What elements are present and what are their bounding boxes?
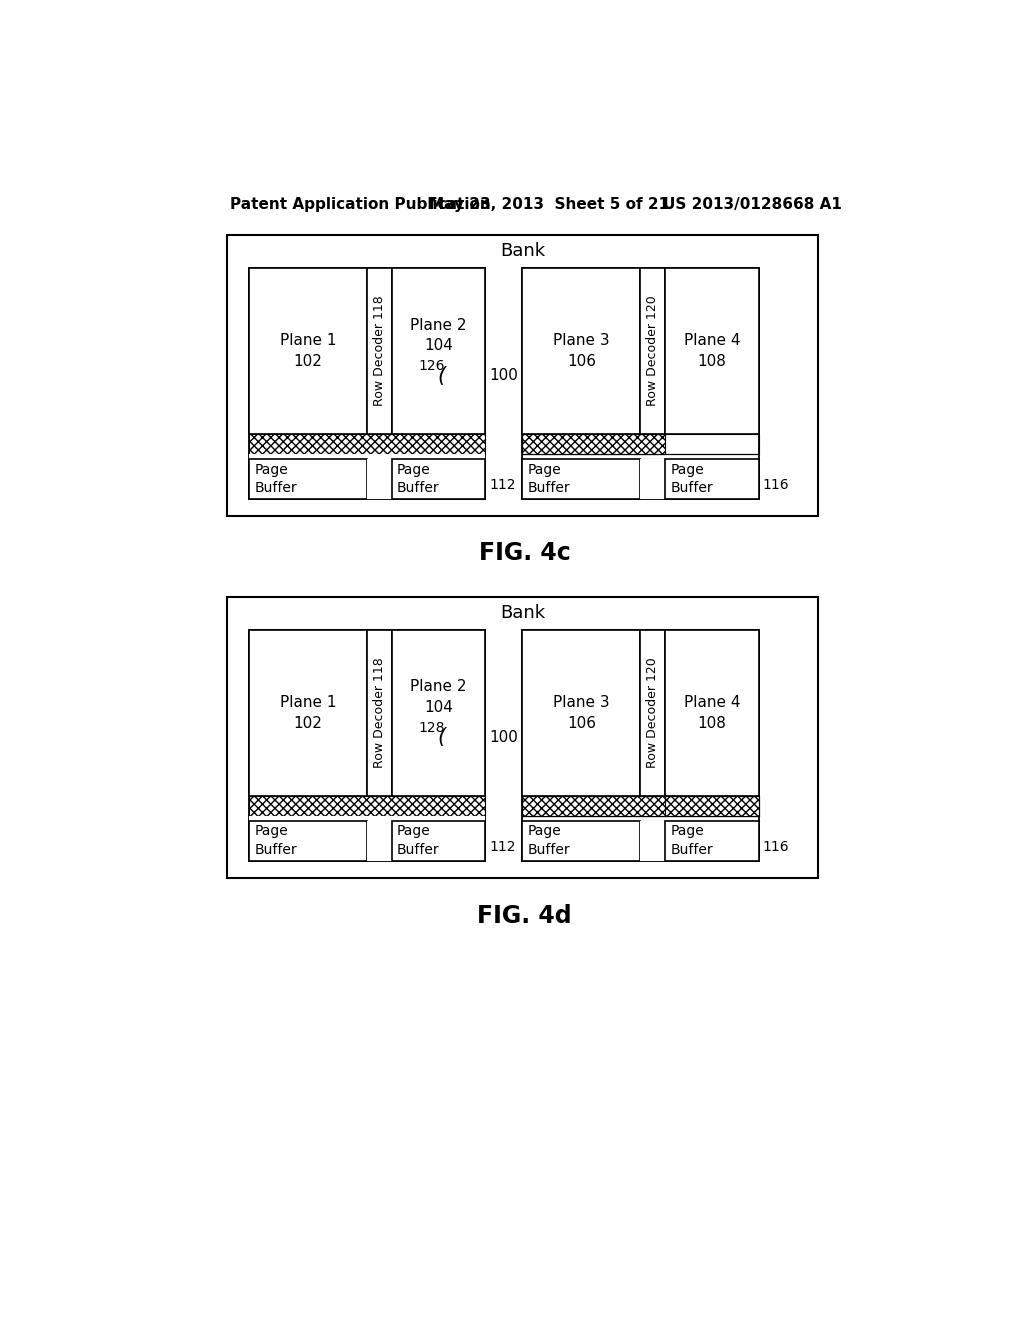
- Text: 112: 112: [489, 478, 516, 492]
- Text: 116: 116: [763, 840, 790, 854]
- Text: Plane 2
104: Plane 2 104: [411, 680, 467, 715]
- Bar: [522, 434, 759, 454]
- Bar: [367, 821, 391, 861]
- Text: Page
Buffer: Page Buffer: [397, 825, 439, 857]
- Bar: [227, 235, 818, 516]
- Bar: [522, 459, 640, 499]
- Text: Patent Application Publication: Patent Application Publication: [230, 197, 492, 213]
- Text: Row Decoder 118: Row Decoder 118: [373, 296, 386, 407]
- Text: 116: 116: [763, 478, 790, 492]
- Bar: [249, 434, 485, 454]
- Bar: [249, 454, 485, 459]
- Text: Row Decoder 118: Row Decoder 118: [373, 657, 386, 768]
- Bar: [367, 268, 391, 434]
- Bar: [391, 821, 485, 861]
- Bar: [640, 821, 665, 861]
- Bar: [665, 268, 759, 434]
- Text: Page
Buffer: Page Buffer: [397, 462, 439, 495]
- Text: Bank: Bank: [500, 603, 545, 622]
- Bar: [249, 630, 367, 796]
- Text: 126: 126: [419, 359, 445, 374]
- Text: Plane 2
104: Plane 2 104: [411, 318, 467, 354]
- Text: May 23, 2013  Sheet 5 of 21: May 23, 2013 Sheet 5 of 21: [429, 197, 669, 213]
- Bar: [249, 268, 367, 434]
- Bar: [640, 630, 665, 796]
- Bar: [522, 268, 640, 434]
- Bar: [522, 630, 759, 861]
- Text: FIG. 4d: FIG. 4d: [477, 904, 572, 928]
- Bar: [522, 796, 759, 816]
- Text: (: (: [437, 366, 445, 385]
- Bar: [391, 268, 485, 434]
- Text: Page
Buffer: Page Buffer: [528, 825, 570, 857]
- Bar: [665, 796, 759, 816]
- Bar: [249, 630, 485, 861]
- Text: FIG. 4c: FIG. 4c: [479, 541, 570, 565]
- Text: Page
Buffer: Page Buffer: [254, 462, 297, 495]
- Bar: [249, 268, 485, 499]
- Text: Plane 4
108: Plane 4 108: [684, 694, 740, 731]
- Text: Bank: Bank: [500, 242, 545, 260]
- Text: 128: 128: [419, 721, 445, 735]
- Bar: [249, 816, 485, 821]
- Bar: [367, 630, 391, 796]
- Text: Row Decoder 120: Row Decoder 120: [646, 657, 659, 768]
- Bar: [522, 630, 640, 796]
- Text: 110: 110: [371, 478, 397, 492]
- Text: (: (: [437, 727, 445, 747]
- Bar: [522, 268, 759, 499]
- Text: 110: 110: [371, 840, 397, 854]
- Text: Page
Buffer: Page Buffer: [671, 462, 713, 495]
- Text: Plane 1
102: Plane 1 102: [280, 333, 336, 368]
- Bar: [665, 821, 759, 861]
- Bar: [665, 630, 759, 796]
- Bar: [640, 268, 665, 434]
- Text: 114: 114: [644, 840, 671, 854]
- Text: Plane 3
106: Plane 3 106: [553, 694, 609, 731]
- Text: 100: 100: [489, 730, 518, 746]
- Bar: [249, 796, 485, 816]
- Bar: [522, 434, 665, 454]
- Bar: [522, 796, 665, 816]
- Text: Page
Buffer: Page Buffer: [254, 825, 297, 857]
- Bar: [227, 597, 818, 878]
- Bar: [640, 459, 665, 499]
- Text: Plane 4
108: Plane 4 108: [684, 333, 740, 368]
- Text: 100: 100: [489, 368, 518, 383]
- Text: 114: 114: [644, 478, 671, 492]
- Text: 112: 112: [489, 840, 516, 854]
- Text: Page
Buffer: Page Buffer: [528, 462, 570, 495]
- Text: Page
Buffer: Page Buffer: [671, 825, 713, 857]
- Bar: [367, 459, 391, 499]
- Text: Plane 1
102: Plane 1 102: [280, 694, 336, 731]
- Bar: [522, 821, 640, 861]
- Text: Plane 3
106: Plane 3 106: [553, 333, 609, 368]
- Text: Row Decoder 120: Row Decoder 120: [646, 296, 659, 407]
- Bar: [391, 459, 485, 499]
- Bar: [665, 459, 759, 499]
- Bar: [249, 821, 367, 861]
- Text: US 2013/0128668 A1: US 2013/0128668 A1: [663, 197, 842, 213]
- Bar: [391, 630, 485, 796]
- Bar: [249, 459, 367, 499]
